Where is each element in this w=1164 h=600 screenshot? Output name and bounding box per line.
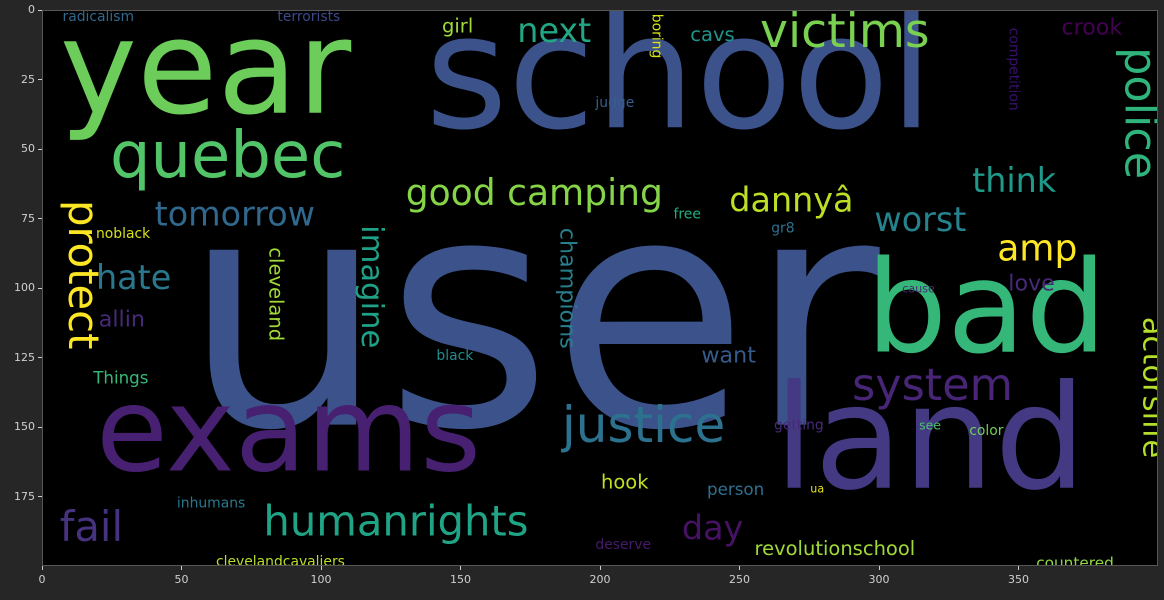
- word-think: think: [972, 160, 1057, 200]
- word-tomorrow: tomorrow: [154, 194, 315, 234]
- word-things: Things: [93, 367, 149, 388]
- word-next: next: [517, 10, 592, 50]
- wordcloud-plot-area: user school year exams land bad quebec victims p…: [42, 10, 1158, 566]
- x-tick-mark: [320, 566, 322, 570]
- word-judge: judge: [595, 95, 635, 112]
- word-cleveland: cleveland: [264, 247, 288, 342]
- x-tick-label: 100: [310, 573, 332, 586]
- word-amp: amp: [997, 227, 1078, 270]
- word-cavs: cavs: [690, 22, 735, 46]
- word-revolutionschool: revolutionschool: [754, 537, 916, 561]
- x-tick-label: 0: [38, 573, 46, 586]
- word-crook: crook: [1061, 14, 1123, 41]
- word-gr8: gr8: [771, 220, 795, 237]
- word-humanrights: humanrights: [263, 496, 529, 546]
- word-champions: champions: [554, 227, 581, 349]
- y-tick-label: 25: [21, 72, 35, 86]
- y-tick-label: 100: [14, 281, 35, 294]
- word-radicalism: radicalism: [62, 10, 135, 25]
- word-worst: worst: [874, 199, 967, 239]
- y-tick-label: 75: [21, 211, 35, 225]
- x-tick-mark: [878, 566, 880, 570]
- x-tick-mark: [1018, 566, 1019, 570]
- word-boring: boring: [648, 13, 665, 59]
- y-tick-label: 150: [14, 420, 35, 433]
- word-free: free: [673, 206, 701, 223]
- y-tick-mark: [38, 218, 42, 219]
- y-tick-label: 175: [14, 489, 35, 503]
- x-tick-mark: [41, 566, 43, 570]
- word-hate: hate: [96, 258, 172, 298]
- word-year: year: [59, 10, 352, 144]
- word-clevelandcavaliers: clevelandcavaliers: [216, 553, 345, 566]
- y-tick-label: 50: [21, 142, 35, 155]
- word-actorslife: actorslife: [1135, 316, 1158, 459]
- word-day: day: [681, 508, 744, 548]
- word-cause: cause: [902, 282, 935, 296]
- y-tick-label: 125: [14, 350, 35, 364]
- word-bad: bad: [866, 233, 1107, 383]
- word-justice: justice: [561, 396, 726, 455]
- word-ua: ua: [810, 482, 825, 496]
- y-tick-mark: [38, 9, 42, 11]
- word-system: system: [852, 360, 1013, 412]
- x-tick-mark: [181, 566, 182, 570]
- x-tick-label: 150: [450, 573, 471, 586]
- x-tick-label: 200: [589, 573, 611, 586]
- word-color: color: [969, 423, 1004, 440]
- word-black: black: [436, 348, 474, 365]
- word-see: see: [919, 417, 942, 433]
- word-good-camping: good camping: [405, 172, 663, 214]
- word-want: want: [701, 342, 756, 369]
- word-user: user: [182, 128, 880, 501]
- word-girl: girl: [442, 14, 474, 38]
- word-land: land: [774, 354, 1087, 523]
- word-police: police: [1114, 47, 1158, 180]
- word-school: school: [425, 10, 934, 166]
- word-exams: exams: [96, 362, 482, 499]
- y-tick-mark: [38, 357, 42, 358]
- y-tick-mark: [38, 496, 42, 497]
- word-person: person: [707, 478, 765, 499]
- word-fail: fail: [59, 501, 124, 551]
- word-allin: allin: [98, 306, 145, 333]
- word-quebec: quebec: [110, 119, 346, 193]
- y-tick-label: 0: [28, 3, 35, 16]
- word-victims: victims: [760, 10, 930, 60]
- word-noblack: noblack: [96, 225, 151, 242]
- x-tick-mark: [460, 566, 461, 570]
- x-tick-mark: [739, 566, 740, 570]
- y-tick-mark: [38, 287, 42, 289]
- word-competition: competition: [1005, 27, 1022, 111]
- word-imagine: imagine: [354, 225, 390, 349]
- x-tick-mark: [599, 566, 601, 570]
- x-tick-label: 350: [1008, 573, 1029, 586]
- y-tick-mark: [38, 426, 42, 428]
- x-tick-label: 300: [868, 573, 890, 586]
- word-love: love: [1008, 270, 1055, 297]
- word-countered: countered: [1036, 553, 1114, 566]
- x-tick-label: 250: [729, 573, 750, 586]
- y-tick-mark: [38, 79, 42, 80]
- word-danny-: dannyâ: [729, 180, 854, 220]
- word-inhumans: inhumans: [176, 495, 246, 512]
- x-tick-label: 50: [174, 573, 189, 586]
- word-terrorists: terrorists: [277, 10, 341, 25]
- y-tick-mark: [38, 148, 42, 150]
- word-hook: hook: [601, 470, 649, 494]
- word-getting: getting: [774, 417, 824, 434]
- word-deserve: deserve: [595, 537, 652, 554]
